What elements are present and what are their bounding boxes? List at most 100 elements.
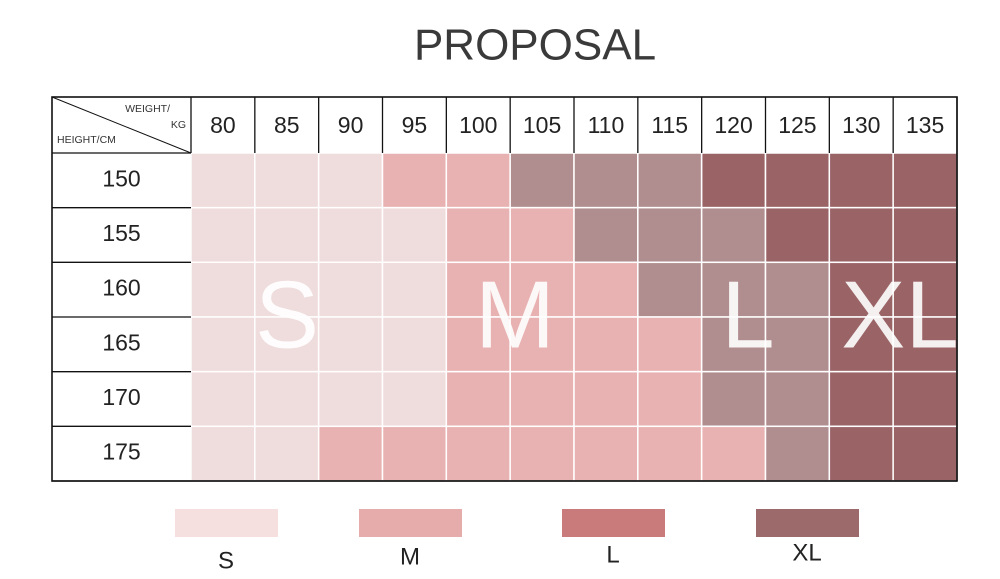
size-cell <box>445 152 511 209</box>
table-border <box>51 96 958 482</box>
size-cell <box>700 152 767 209</box>
weight-label: 120 <box>714 112 752 138</box>
size-cell <box>445 425 511 482</box>
legend-swatch <box>175 509 278 537</box>
size-cell <box>892 152 958 209</box>
weight-label: 90 <box>338 112 364 138</box>
weight-label: 100 <box>459 112 497 138</box>
legend-swatch <box>756 509 859 537</box>
weight-label: 130 <box>842 112 880 138</box>
size-table: WEIGHT/KG HEIGHT/CM 80 85 90 95 100 105 110 115 12… <box>51 96 959 482</box>
size-cell <box>317 425 384 482</box>
size-cell <box>317 152 384 209</box>
legend-label: L <box>606 541 619 568</box>
size-cell <box>637 370 703 428</box>
size-cell <box>637 425 703 482</box>
size-cell <box>573 370 639 428</box>
height-label: 150 <box>102 165 140 191</box>
weight-label: 110 <box>588 112 625 138</box>
weight-label: 80 <box>210 112 236 138</box>
size-overlay: XL <box>841 261 958 368</box>
size-cell <box>381 206 448 264</box>
size-cell <box>509 206 575 264</box>
size-cell <box>637 316 703 373</box>
size-cell <box>254 425 320 482</box>
size-cell <box>637 152 703 209</box>
size-cell <box>892 206 958 264</box>
size-cell <box>764 152 831 209</box>
size-cell <box>190 261 256 318</box>
size-cell <box>445 206 511 264</box>
size-cell <box>190 152 256 209</box>
size-cell <box>509 152 575 209</box>
size-cell <box>254 261 320 318</box>
size-cell <box>509 425 575 482</box>
size-cell <box>254 152 320 209</box>
size-cell <box>637 206 703 264</box>
weight-label: 85 <box>274 112 300 138</box>
size-cell <box>254 370 320 428</box>
grid-line <box>51 96 192 154</box>
size-cell <box>317 370 384 428</box>
size-cell <box>509 370 575 428</box>
size-overlay: S <box>255 261 319 368</box>
size-cell <box>892 316 958 373</box>
size-cell <box>764 206 831 264</box>
size-cell <box>254 206 320 264</box>
weight-label: 135 <box>906 112 944 138</box>
legend: S M L XL <box>175 509 859 574</box>
size-cell <box>190 370 256 428</box>
size-cell <box>828 370 894 428</box>
size-cell <box>445 370 511 428</box>
size-cell <box>317 206 384 264</box>
corner-label: WEIGHT/ <box>125 103 170 115</box>
size-cell <box>573 261 639 318</box>
size-cell <box>381 370 448 428</box>
height-label: 170 <box>102 384 140 410</box>
height-label: 175 <box>102 439 140 465</box>
size-cell <box>317 261 384 318</box>
size-cell <box>828 152 894 209</box>
size-cell <box>317 316 384 373</box>
size-overlay: M <box>475 261 555 368</box>
size-cell <box>190 206 256 264</box>
size-cell <box>381 425 448 482</box>
size-cell <box>637 261 703 318</box>
title: PROPOSAL <box>414 21 656 70</box>
size-cell <box>764 261 831 318</box>
weight-label: 95 <box>402 112 428 138</box>
size-cell <box>828 425 894 482</box>
size-cell <box>445 261 511 318</box>
legend-label: M <box>400 543 420 570</box>
size-cell <box>573 425 639 482</box>
size-cell <box>764 370 831 428</box>
corner-label: KG <box>171 119 186 131</box>
size-cell <box>892 261 958 318</box>
size-cell <box>700 316 767 373</box>
size-cell <box>764 316 831 373</box>
size-cell <box>828 206 894 264</box>
size-cell <box>573 206 639 264</box>
corner-label: HEIGHT/CM <box>57 134 116 146</box>
height-label: 160 <box>102 275 140 301</box>
size-cell <box>700 425 767 482</box>
size-cell <box>700 370 767 428</box>
weight-label: 115 <box>651 112 688 138</box>
size-cell <box>700 206 767 264</box>
size-cell <box>190 425 256 482</box>
size-cell <box>892 425 958 482</box>
height-label: 165 <box>102 329 140 355</box>
size-cell <box>892 370 958 428</box>
weight-label: 125 <box>778 112 816 138</box>
size-overlay: L <box>721 261 774 368</box>
size-cell <box>381 261 448 318</box>
size-cell <box>764 425 831 482</box>
legend-swatch <box>562 509 665 537</box>
legend-label: XL <box>792 539 821 566</box>
size-cell <box>573 316 639 373</box>
height-label: 155 <box>102 220 140 246</box>
size-cell <box>445 316 511 373</box>
legend-label: S <box>218 547 234 574</box>
size-cell <box>381 152 448 209</box>
